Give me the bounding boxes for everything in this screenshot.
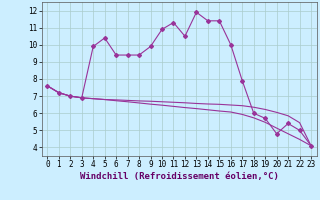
X-axis label: Windchill (Refroidissement éolien,°C): Windchill (Refroidissement éolien,°C) <box>80 172 279 181</box>
